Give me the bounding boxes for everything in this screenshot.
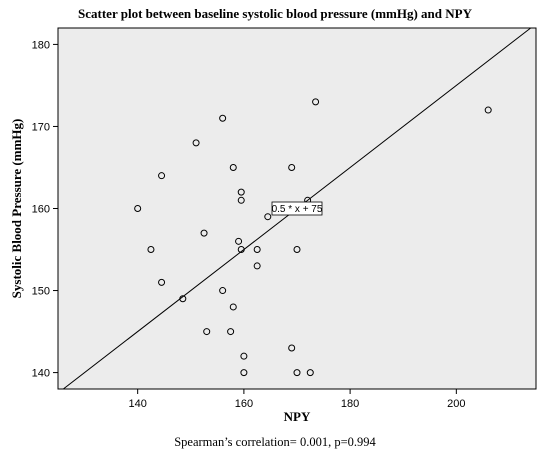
data-point [229,303,237,311]
data-point [237,246,245,254]
data-point [219,114,227,122]
data-point [253,246,261,254]
data-point [253,262,261,270]
data-point [158,172,166,180]
x-axis: 140 160 180 200 [128,389,466,410]
data-point [288,163,296,171]
data-point [203,328,211,336]
y-tick-label: 170 [32,121,50,133]
x-tick-label: 160 [235,398,253,410]
data-point [192,139,200,147]
data-point [293,369,301,377]
x-tick-label: 180 [341,398,359,410]
data-point [484,106,492,114]
fit-line-label-text: 0.5 * x + 75 [272,204,323,215]
data-point [240,352,248,360]
data-point [227,328,235,336]
data-point [179,295,187,303]
x-tick-label: 140 [128,398,146,410]
x-tick-label: 200 [447,398,465,410]
data-point [237,196,245,204]
data-point [306,369,314,377]
data-point [264,213,272,221]
data-point [235,237,243,245]
data-point [293,246,301,254]
data-point [219,287,227,295]
data-point [200,229,208,237]
y-tick-label: 140 [32,368,50,380]
y-axis: 140 150 160 170 180 [32,39,58,380]
correlation-caption: Spearman’s correlation= 0.001, p=0.994 [174,435,376,449]
data-point [147,246,155,254]
y-tick-label: 180 [32,39,50,51]
data-point [312,98,320,106]
data-point [134,205,142,212]
fit-line-label: 0.5 * x + 75 [272,201,323,216]
data-point [158,278,166,286]
chart-title: Scatter plot between baseline systolic b… [78,6,472,21]
y-tick-label: 150 [32,286,50,298]
data-point [240,369,248,377]
y-tick-label: 160 [32,204,50,216]
data-point [237,188,245,196]
data-point [288,344,296,352]
data-points [134,98,492,377]
y-axis-title: Systolic Blood Pressure (mmHg) [9,119,24,299]
data-point [229,163,237,171]
x-axis-title: NPY [284,409,311,424]
